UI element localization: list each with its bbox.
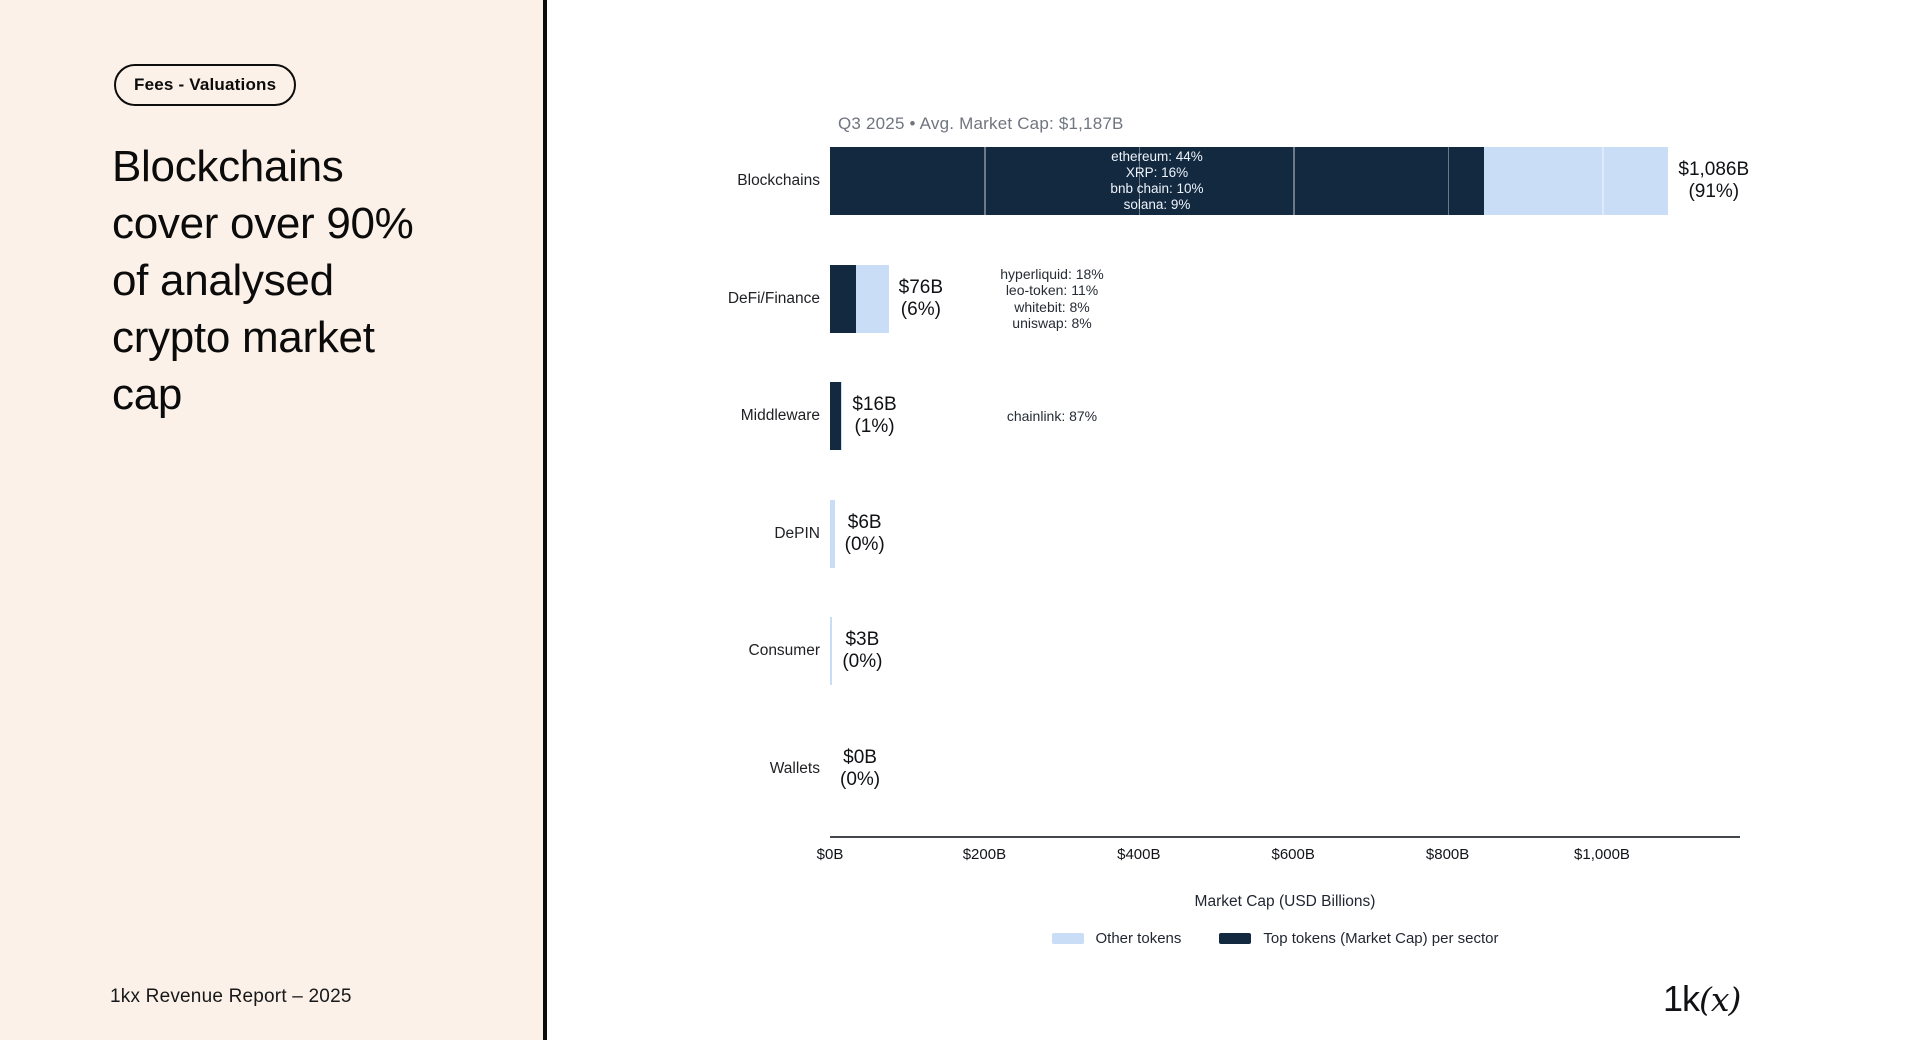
x-axis-tick-label: $600B <box>1271 846 1315 863</box>
legend-label: Other tokens <box>1095 930 1182 947</box>
category-label: Middleware <box>740 407 820 425</box>
bar-value-label: $3B (0%) <box>842 629 883 673</box>
x-axis-line <box>830 836 1740 838</box>
bar-segment-other-tokens <box>1483 147 1669 215</box>
legend-item: Top tokens (Market Cap) per sector <box>1219 930 1498 947</box>
gridline <box>1138 140 1141 836</box>
bar-value-label: $0B (0%) <box>840 747 881 790</box>
bar-value-label: $76B (6%) <box>898 276 944 320</box>
top-tokens-annotation: ethereum: 44% XRP: 16% bnb chain: 10% so… <box>1110 149 1204 212</box>
sidebar-panel: Fees - Valuations Blockchains cover over… <box>0 0 543 1040</box>
bar-segment-top-tokens <box>830 264 857 333</box>
panel-divider <box>543 0 547 1040</box>
x-axis-tick-label: $0B <box>816 846 844 863</box>
bar-value-label: $16B (1%) <box>852 394 897 438</box>
x-axis-title: Market Cap (USD Billions) <box>1194 893 1376 910</box>
legend-label: Top tokens (Market Cap) per sector <box>1263 930 1499 947</box>
x-axis-tick-label: $200B <box>962 846 1007 863</box>
bar-segment-top-tokens <box>830 147 1484 215</box>
top-tokens-annotation: hyperliquid: 18% leo-token: 11% whitebit… <box>1000 265 1104 332</box>
bar-value-label: $6B (0%) <box>844 511 885 555</box>
slide-title: Blockchains cover over 90% of analysed c… <box>112 142 414 419</box>
bar-segment-other-tokens <box>856 264 889 333</box>
logo-paren-open: ( <box>1699 980 1712 1019</box>
legend-swatch-icon <box>1051 933 1084 944</box>
category-label: Wallets <box>769 760 820 777</box>
top-tokens-annotation: chainlink: 87% <box>1006 407 1098 424</box>
bar-segment-other-tokens <box>840 382 843 451</box>
bar-segment-other-tokens <box>830 617 833 686</box>
logo-prefix: 1k <box>1663 978 1700 1019</box>
category-label: DePIN <box>774 524 820 542</box>
chart-title: Q3 2025 • Avg. Market Cap: $1,187B <box>838 114 1124 133</box>
gridline <box>1602 140 1604 836</box>
bar-segment-other-tokens <box>830 499 835 568</box>
gridline <box>1447 140 1450 836</box>
legend-item: Other tokens <box>1051 930 1182 947</box>
chart-legend: Other tokens Top tokens (Market Cap) per … <box>830 930 1720 947</box>
legend-swatch-icon <box>1219 933 1252 944</box>
category-label: Consumer <box>748 642 821 660</box>
x-axis-tick-label: $800B <box>1425 846 1470 863</box>
section-badge: Fees - Valuations <box>114 64 297 106</box>
logo-x: x <box>1710 980 1730 1019</box>
logo-paren-close: ) <box>1728 980 1742 1019</box>
gridline <box>1293 140 1295 836</box>
gridline <box>984 140 986 836</box>
x-axis-tick-label: $1,000B <box>1574 846 1630 863</box>
category-label: DeFi/Finance <box>727 289 820 307</box>
bar-segment-top-tokens <box>830 382 841 451</box>
x-axis-tick-label: $400B <box>1117 846 1161 863</box>
category-label: Blockchains <box>737 172 820 189</box>
company-logo: 1k(x) <box>1663 978 1742 1020</box>
bar-value-label: $1,086B (91%) <box>1678 159 1750 202</box>
report-footer: 1kx Revenue Report – 2025 <box>110 986 352 1007</box>
